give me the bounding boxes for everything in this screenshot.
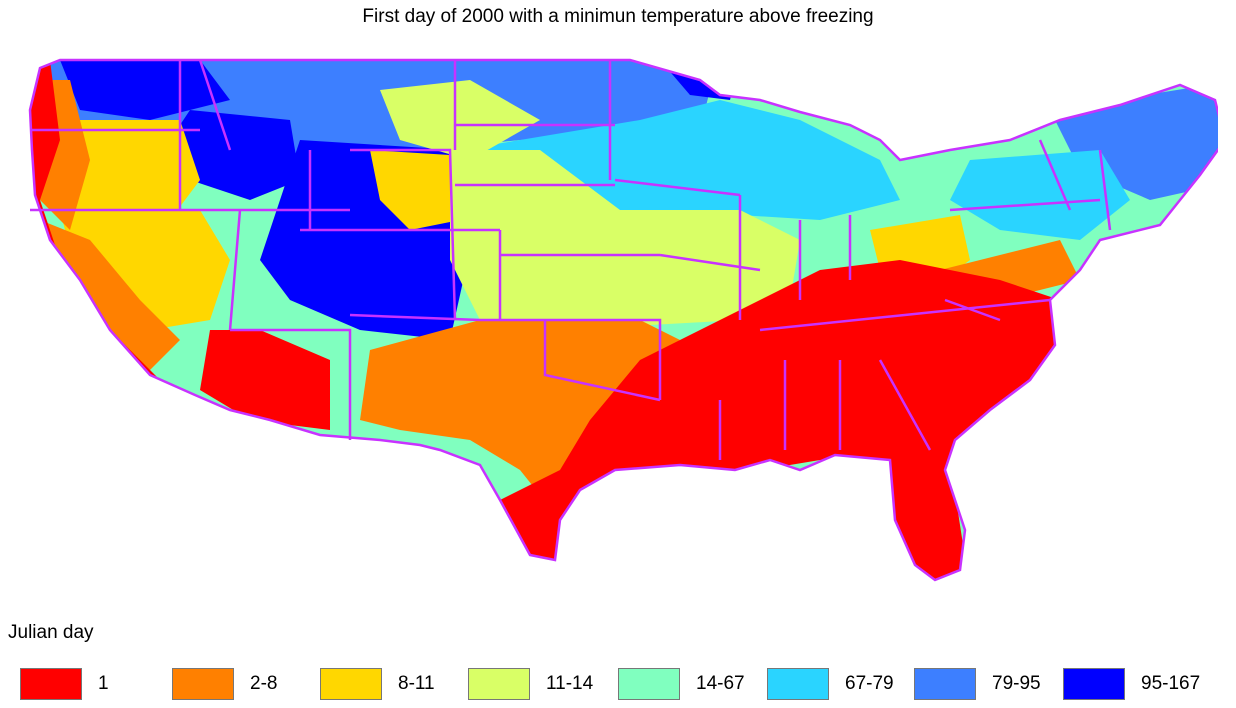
zone-8-11-nevada [60, 210, 230, 330]
state-borders [28, 58, 1218, 582]
legend-item-8-11: 8-11 [320, 667, 435, 701]
legend-swatch [20, 668, 82, 700]
zone-1-southeast [500, 260, 1060, 580]
legend-label: 8-11 [398, 673, 435, 694]
legend-swatch [1063, 668, 1125, 700]
legend-swatch [767, 668, 829, 700]
legend-title: Julian day [8, 622, 94, 643]
legend-label: 67-79 [845, 673, 894, 694]
map-title: First day of 2000 with a minimun tempera… [362, 6, 874, 27]
legend: 1 2-8 8-11 11-14 14-67 67-79 79-95 95-16… [20, 667, 1236, 701]
legend-swatch [172, 668, 234, 700]
zone-67-79-northeast [950, 150, 1130, 240]
legend-label: 1 [98, 673, 109, 694]
zone-11-14-plains [450, 150, 800, 325]
border-lines-west [30, 59, 500, 440]
legend-label: 2-8 [250, 673, 278, 694]
zone-95-167-idaho [170, 110, 300, 200]
zone-2-8-california [40, 220, 180, 370]
legend-label: 95-167 [1141, 673, 1201, 694]
legend-label: 11-14 [546, 673, 594, 694]
legend-item-11-14: 11-14 [468, 667, 593, 701]
zone-8-11-wyoming [370, 150, 460, 230]
legend-label: 14-67 [696, 673, 745, 694]
zone-2-8-texas [360, 320, 680, 520]
legend-item-1: 1 [20, 667, 109, 701]
zone-1-arizona [200, 330, 330, 430]
legend-item-2-8: 2-8 [172, 667, 277, 701]
border-lines-central [453, 60, 761, 402]
legend-item-95-167: 95-167 [1063, 667, 1200, 701]
legend-item-67-79: 67-79 [767, 667, 894, 701]
legend-swatch [914, 668, 976, 700]
legend-item-14-67: 14-67 [618, 667, 745, 701]
border-lines-east [718, 139, 1112, 460]
zone-95-167-north [60, 60, 230, 120]
temperature-zones [30, 60, 1218, 580]
us-temperature-map [28, 58, 1218, 582]
legend-swatch [468, 668, 530, 700]
zone-8-11-northwest [60, 120, 200, 230]
zone-11-14-dakota [380, 80, 540, 160]
legend-item-79-95: 79-95 [914, 667, 1041, 701]
legend-swatch [320, 668, 382, 700]
legend-swatch [618, 668, 680, 700]
legend-label: 79-95 [992, 673, 1041, 694]
